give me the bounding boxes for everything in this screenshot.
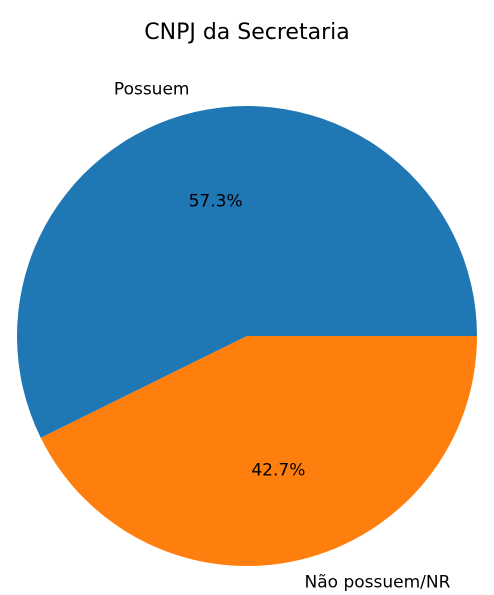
pie-slice-0	[16, 105, 477, 438]
pie-slices	[16, 105, 478, 566]
pie-pct-label-0: 57.3%	[189, 192, 243, 212]
pie-category-label-1: Não possuem/NR	[305, 572, 451, 592]
pie-labels: 57.3% Possuem 42.7% Não possuem/NR	[114, 80, 451, 593]
chart-title: CNPJ da Secretaria	[144, 20, 349, 45]
pie-slice-1	[40, 336, 478, 566]
pie-pct-label-1: 42.7%	[251, 460, 305, 480]
pie-category-label-0: Possuem	[114, 80, 190, 100]
